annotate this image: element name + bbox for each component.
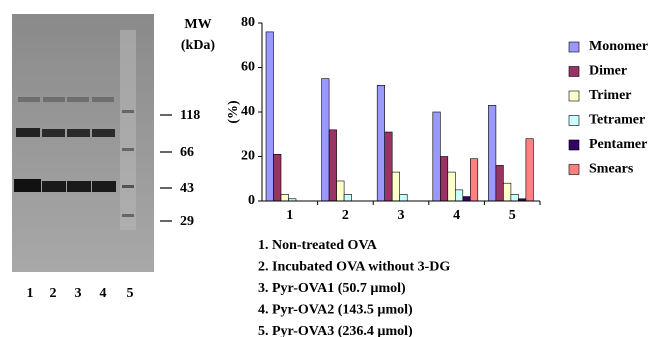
lane-label: 5 <box>127 286 134 301</box>
mw-unit: (kDa) <box>181 38 216 53</box>
mw-marker-label: 29 <box>180 214 194 229</box>
lane-label: 1 <box>27 286 34 301</box>
x-tick-label: 4 <box>453 208 460 223</box>
legend-label: Smears <box>589 162 634 177</box>
y-tick-label: 0 <box>248 193 255 208</box>
sample-legend-item: 4. Pyr-OVA2 (143.5 µmol) <box>258 303 413 318</box>
bar <box>511 194 519 201</box>
legend-swatch <box>569 91 579 101</box>
gel-image <box>12 14 172 272</box>
sample-legend-item: 5. Pyr-OVA3 (236.4 µmol) <box>258 324 413 337</box>
bar <box>344 194 352 201</box>
x-tick-label: 3 <box>398 208 405 223</box>
bar <box>463 197 471 201</box>
mw-marker-label: 118 <box>180 108 200 123</box>
legend-label: Dimer <box>589 64 627 79</box>
y-tick-label: 60 <box>241 60 255 75</box>
bar <box>448 172 456 201</box>
legend-label: Trimer <box>589 88 632 103</box>
bar <box>496 165 504 201</box>
lane-label: 2 <box>50 286 57 301</box>
bar <box>266 32 274 201</box>
legend-label: Pentamer <box>589 137 647 152</box>
bar <box>322 79 330 201</box>
bar <box>281 194 289 201</box>
bar <box>377 85 385 201</box>
bar <box>385 132 393 201</box>
lane-label: 3 <box>75 286 82 301</box>
bar <box>337 181 345 201</box>
y-tick-label: 20 <box>241 149 255 164</box>
mw-marker-label: 66 <box>180 145 194 160</box>
figure: MW (kDa) 118 66 43 29 1 2 3 4 5 0 20 40 60 80 (%) 1 2 3 4 5… <box>0 0 663 337</box>
bar <box>470 159 478 201</box>
sample-legend-item: 3. Pyr-OVA1 (50.7 µmol) <box>258 281 406 296</box>
bar <box>329 130 337 201</box>
bar <box>440 157 448 202</box>
x-tick-label: 5 <box>509 208 516 223</box>
bar <box>526 139 534 201</box>
legend-swatch <box>569 140 579 150</box>
x-tick-label: 2 <box>342 208 349 223</box>
bar <box>392 172 400 201</box>
y-tick-label: 40 <box>241 104 255 119</box>
bar <box>274 154 282 201</box>
bar <box>400 194 408 201</box>
legend-swatch <box>569 165 579 175</box>
legend-label: Monomer <box>589 39 648 54</box>
mw-title: MW <box>184 17 211 32</box>
legend-swatch <box>569 67 579 77</box>
x-tick-label: 1 <box>286 208 293 223</box>
bar <box>503 183 511 201</box>
sample-legend-item: 1. Non-treated OVA <box>258 238 378 253</box>
bar <box>433 112 441 201</box>
sample-legend-item: 2. Incubated OVA without 3-DG <box>258 260 450 275</box>
legend-swatch <box>569 116 579 126</box>
mw-marker-label: 43 <box>180 181 194 196</box>
bar <box>488 105 496 201</box>
y-tick-label: 80 <box>241 15 255 30</box>
legend-swatch <box>569 42 579 52</box>
lane-label: 4 <box>100 286 107 301</box>
bar <box>455 190 463 201</box>
legend-label: Tetramer <box>589 113 645 128</box>
y-axis-label: (%) <box>226 100 241 124</box>
